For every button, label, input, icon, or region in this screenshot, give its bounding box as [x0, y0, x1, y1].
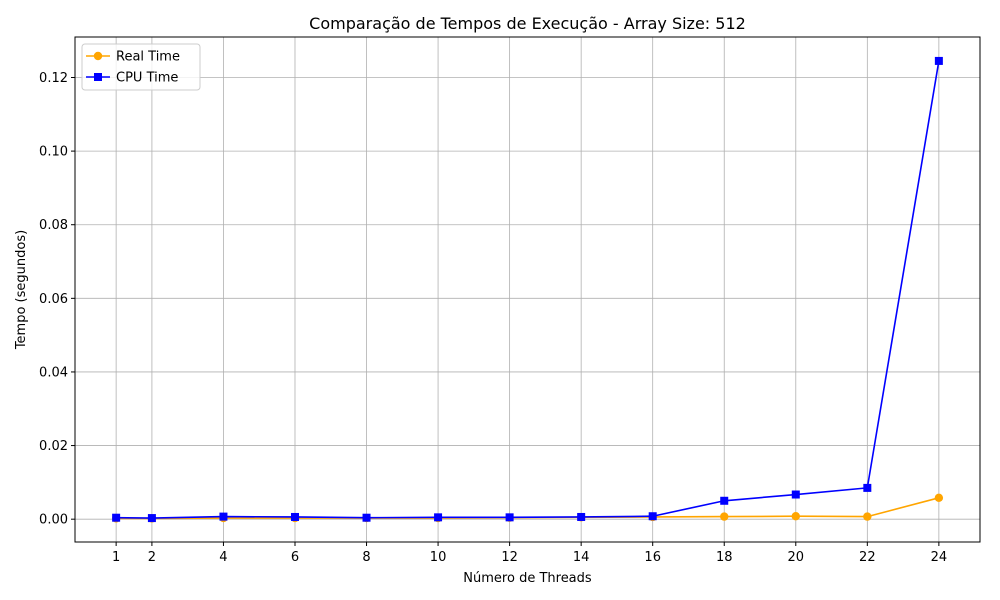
data-point-cpu-time: [434, 513, 443, 522]
x-tick-label: 24: [931, 550, 948, 565]
data-point-cpu-time: [147, 514, 156, 523]
x-tick-label: 12: [501, 550, 518, 565]
x-tick-label: 22: [859, 550, 876, 565]
x-tick-label: 8: [362, 550, 370, 565]
data-point-real-time: [934, 493, 944, 503]
y-tick-label: 0.00: [39, 513, 68, 528]
x-tick-label: 10: [430, 550, 447, 565]
series-layer: [111, 56, 944, 523]
legend-entry-real-time: Real Time: [86, 50, 180, 65]
y-tick-label: 0.10: [39, 145, 68, 160]
chart-title: Comparação de Tempos de Execução - Array…: [309, 14, 746, 33]
x-tick-label: 4: [219, 550, 227, 565]
grid: [75, 37, 980, 542]
x-tick-label: 2: [148, 550, 156, 565]
data-point-cpu-time: [290, 512, 299, 521]
legend-box: [81, 43, 201, 91]
y-axis-ticks: 0.00 0.02 0.04 0.06 0.08 0.10 0.12: [39, 71, 75, 528]
plot-area-frame: [74, 36, 981, 543]
data-point-cpu-time: [863, 483, 872, 492]
data-point-cpu-time: [791, 490, 800, 499]
y-tick-label: 0.06: [39, 292, 68, 307]
data-point-real-time: [791, 512, 800, 521]
x-tick-label: 20: [788, 550, 805, 565]
data-point-cpu-time: [112, 513, 121, 522]
y-tick-label: 0.04: [39, 365, 68, 380]
legend-marker-cpu-time: [94, 73, 102, 81]
data-point-cpu-time: [219, 512, 228, 521]
x-tick-label: 1: [112, 550, 120, 565]
data-point-cpu-time: [648, 512, 657, 521]
legend-label-cpu-time: CPU Time: [116, 71, 178, 86]
series-cpu-time: [112, 56, 943, 523]
data-point-cpu-time: [577, 512, 586, 521]
data-point-cpu-time: [934, 56, 943, 65]
x-tick-label: 14: [573, 550, 590, 565]
legend: Real Time CPU Time: [81, 43, 201, 91]
x-tick-label: 18: [716, 550, 733, 565]
data-point-real-time: [720, 512, 729, 521]
x-tick-label: 6: [291, 550, 299, 565]
legend-entry-cpu-time: CPU Time: [86, 71, 178, 86]
y-tick-label: 0.02: [39, 439, 68, 454]
y-tick-label: 0.12: [39, 71, 68, 86]
data-point-cpu-time: [505, 513, 514, 522]
legend-label-real-time: Real Time: [116, 50, 180, 65]
data-point-cpu-time: [362, 513, 371, 522]
data-point-real-time: [863, 512, 872, 521]
y-tick-label: 0.08: [39, 218, 68, 233]
data-point-cpu-time: [720, 496, 729, 505]
x-tick-label: 16: [644, 550, 661, 565]
legend-marker-real-time: [93, 51, 103, 61]
x-axis-label: Número de Threads: [463, 571, 592, 586]
x-axis-ticks: 1 2 4 6 8 10 12 14 16 18 20 22 24: [112, 542, 947, 565]
y-axis-label: Tempo (segundos): [14, 230, 29, 350]
